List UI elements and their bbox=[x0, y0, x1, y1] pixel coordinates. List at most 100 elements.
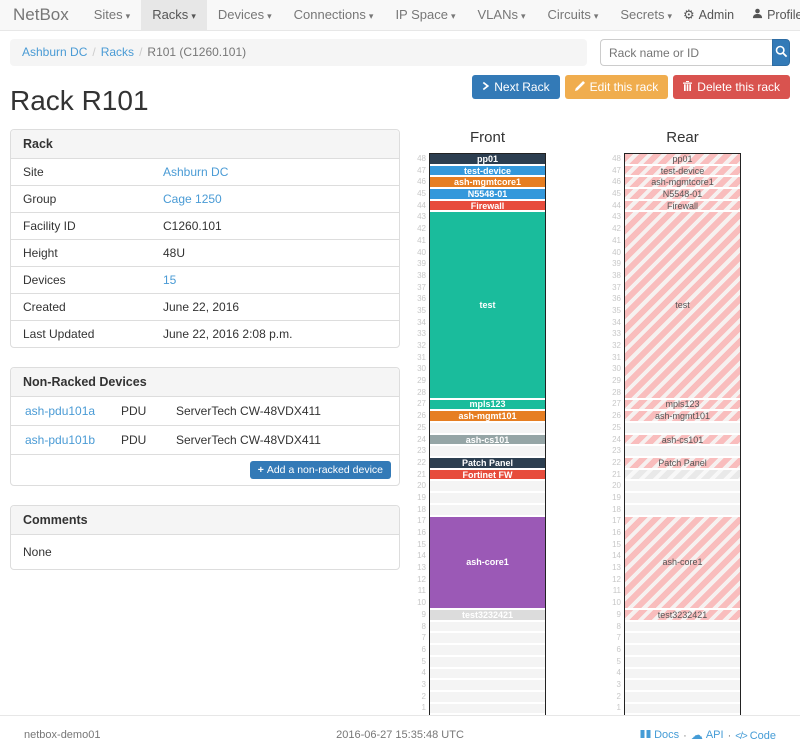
device-block[interactable]: N5548-01 bbox=[430, 189, 545, 201]
empty-slot bbox=[430, 633, 545, 646]
edit-this-rack-button[interactable]: Edit this rack bbox=[564, 75, 669, 99]
unit-number: 13 bbox=[612, 563, 621, 573]
unit-number: 19 bbox=[612, 492, 621, 502]
search-input[interactable] bbox=[600, 39, 772, 66]
device-block[interactable]: ash-core1 bbox=[430, 516, 545, 611]
device-block[interactable]: test bbox=[430, 212, 545, 400]
nav-item-label: Admin bbox=[698, 8, 735, 22]
unit-number: 21 bbox=[417, 469, 426, 479]
attr-value-link[interactable]: Cage 1250 bbox=[163, 192, 222, 206]
rack-panel: Rack Site Ashburn DC Group Cage 1250 Facilit… bbox=[10, 129, 400, 348]
search-button[interactable] bbox=[772, 39, 790, 66]
unit-number: 10 bbox=[417, 598, 426, 608]
unit-number: 38 bbox=[612, 270, 621, 280]
device-block[interactable]: Patch Panel bbox=[430, 458, 545, 470]
device-block[interactable]: test3232421 bbox=[430, 610, 545, 622]
rack-elevation-title: Front bbox=[469, 129, 505, 146]
device-block[interactable]: test3232421 bbox=[625, 610, 740, 622]
breadcrumb-link[interactable]: Racks bbox=[100, 45, 135, 59]
delete-this-rack-button[interactable]: Delete this rack bbox=[673, 75, 790, 99]
device-block[interactable]: Firewall bbox=[430, 200, 545, 213]
caret-down-icon: ▾ bbox=[450, 11, 456, 21]
attr-label: Facility ID bbox=[23, 219, 76, 233]
device-block[interactable]: Firewall bbox=[625, 200, 740, 213]
unit-number: 2 bbox=[616, 691, 621, 701]
device-block[interactable]: pp01 bbox=[625, 154, 740, 166]
nav-item-ip-space[interactable]: IP Space ▾ bbox=[395, 7, 456, 22]
nav-item-sites[interactable]: Sites ▾ bbox=[93, 7, 131, 22]
device-block[interactable]: ash-mgmt101 bbox=[430, 411, 545, 423]
nav-item-circuits[interactable]: Circuits ▾ bbox=[547, 7, 599, 22]
nav-item-profile[interactable]: Profile bbox=[752, 8, 800, 22]
empty-slot bbox=[430, 504, 545, 517]
footer-link-docs[interactable]: Docs bbox=[640, 729, 679, 742]
nav-item-devices[interactable]: Devices ▾ bbox=[217, 7, 272, 22]
nav-item-connections[interactable]: Connections ▾ bbox=[293, 7, 374, 22]
footer: netbox-demo01 2016-06-27 15:35:48 UTC Do… bbox=[0, 715, 800, 753]
empty-slot bbox=[430, 703, 545, 716]
device-block[interactable]: ash-mgmtcore1 bbox=[430, 177, 545, 190]
empty-slot bbox=[625, 680, 740, 692]
unit-number: 1 bbox=[421, 703, 426, 713]
device-block[interactable]: pp01 bbox=[430, 154, 545, 166]
attr-value: Ashburn DC bbox=[161, 159, 399, 185]
rack-attr-row: Facility ID C1260.101 bbox=[11, 213, 399, 240]
netbox-brand[interactable]: NetBox bbox=[13, 5, 69, 24]
rack-elevation-rear: Rear 48 47 46 45 44 43 42 41 40 39 38 37 36 35 34 33 32 31… bbox=[608, 129, 741, 717]
unit-number: 26 bbox=[417, 411, 426, 421]
unit-number: 22 bbox=[612, 457, 621, 467]
device-model: ServerTech CW-48VDX411 bbox=[176, 433, 321, 447]
device-block[interactable]: ash-core1 bbox=[625, 516, 740, 611]
device-block[interactable]: Patch Panel bbox=[625, 458, 740, 470]
device-block[interactable]: ash-mgmtcore1 bbox=[625, 177, 740, 190]
rack-box-front: pp01 test-device ash-mgmtcore1 N5548-01 Fire… bbox=[429, 153, 546, 717]
breadcrumb-link[interactable]: Ashburn DC bbox=[22, 45, 88, 59]
trash-icon bbox=[683, 80, 693, 94]
unit-number: 39 bbox=[612, 259, 621, 269]
unit-number: 41 bbox=[612, 235, 621, 245]
device-block[interactable]: test-device bbox=[625, 165, 740, 178]
empty-slot bbox=[430, 446, 545, 459]
device-block[interactable]: test bbox=[625, 212, 740, 400]
unit-number: 15 bbox=[417, 539, 426, 549]
nav-item-admin[interactable]: ⚙ Admin bbox=[683, 7, 734, 23]
footer-link-code[interactable]: </> Code bbox=[735, 730, 776, 742]
footer-link-api[interactable]: ☁ API bbox=[691, 728, 724, 742]
caret-down-icon: ▾ bbox=[368, 11, 374, 21]
nav-item-racks[interactable]: Racks ▾ bbox=[141, 0, 207, 30]
unit-number: 8 bbox=[616, 621, 621, 631]
unit-number: 44 bbox=[417, 200, 426, 210]
unit-number: 30 bbox=[612, 364, 621, 374]
unit-number: 5 bbox=[421, 656, 426, 666]
device-block[interactable]: mpls123 bbox=[625, 399, 740, 412]
attr-value-link[interactable]: 15 bbox=[163, 273, 177, 287]
link-separator: · bbox=[683, 729, 687, 742]
unit-number: 21 bbox=[612, 469, 621, 479]
unit-number: 48 bbox=[417, 154, 426, 163]
unit-number: 34 bbox=[417, 317, 426, 327]
footer-hostname: netbox-demo01 bbox=[24, 728, 101, 741]
attr-value-link[interactable]: Ashburn DC bbox=[163, 165, 229, 179]
device-block[interactable]: ash-cs101 bbox=[625, 434, 740, 447]
empty-slot bbox=[625, 621, 740, 634]
device-block[interactable]: N5548-01 bbox=[625, 189, 740, 201]
unit-number: 9 bbox=[421, 609, 426, 619]
device-block[interactable]: Fortinet FW bbox=[430, 469, 545, 482]
device-block[interactable]: ash-mgmt101 bbox=[625, 411, 740, 423]
unit-number: 35 bbox=[612, 305, 621, 315]
device-block[interactable]: mpls123 bbox=[430, 399, 545, 412]
device-name-link[interactable]: ash-pdu101a bbox=[25, 404, 96, 418]
device-name-link[interactable]: ash-pdu101b bbox=[25, 433, 96, 447]
caret-down-icon: ▾ bbox=[125, 11, 131, 21]
unit-number: 10 bbox=[612, 598, 621, 608]
nav-item-vlans[interactable]: VLANs ▾ bbox=[477, 7, 526, 22]
device-block[interactable]: test-device bbox=[430, 165, 545, 178]
device-block[interactable]: ash-cs101 bbox=[430, 434, 545, 447]
nav-item-secrets[interactable]: Secrets ▾ bbox=[620, 7, 672, 22]
next-rack-button[interactable]: Next Rack bbox=[472, 75, 560, 99]
add-non-racked-device-button[interactable]: + Add a non-racked device bbox=[249, 461, 391, 479]
device-type: PDU bbox=[121, 433, 147, 447]
nav-item-label: Profile bbox=[767, 8, 800, 22]
unit-number: 47 bbox=[612, 165, 621, 175]
rack-elevation-title: Rear bbox=[666, 129, 699, 146]
